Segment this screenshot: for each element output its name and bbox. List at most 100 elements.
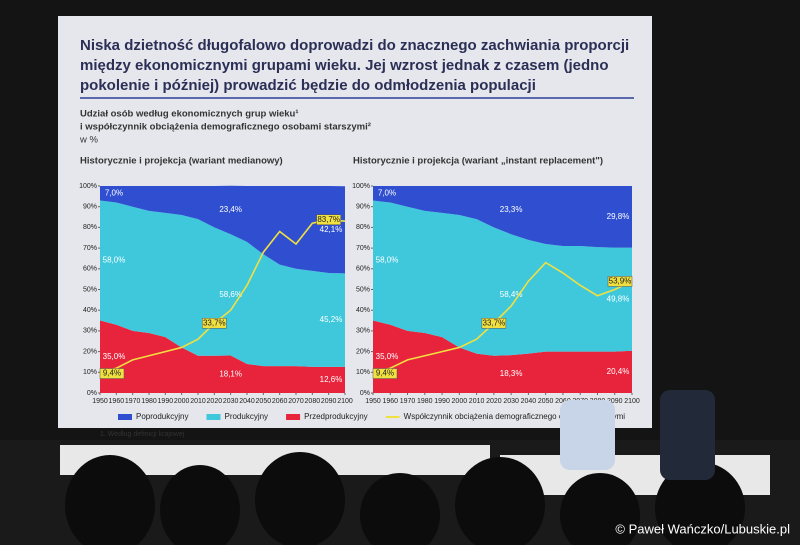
value-label: 58,0% [103, 256, 126, 265]
footnote: 1. Według definicji krajowej [100, 431, 185, 438]
value-label: 23,4% [219, 205, 242, 214]
y-tick-label: 90% [83, 204, 97, 211]
legend: Poprodukcyjny Produkcyjny Przedprodukcyjny… [118, 412, 625, 421]
slide-title: pokolenie i później) prowadzić będzie do… [80, 77, 536, 94]
value-label: 9,4% [376, 369, 394, 378]
x-tick-label: 2050 [538, 398, 554, 405]
speaker [660, 390, 715, 480]
x-tick-label: 2100 [337, 398, 353, 405]
legend-label: Przedprodukcyjny [304, 412, 368, 421]
value-label-box [316, 214, 341, 225]
speaker [560, 400, 615, 470]
value-label-box [607, 276, 633, 287]
value-label: 23,3% [500, 205, 523, 214]
y-tick-label: 60% [83, 266, 97, 273]
x-tick-label: 1980 [417, 398, 433, 405]
x-tick-label: 2060 [272, 398, 288, 405]
y-tick-label: 50% [83, 286, 97, 293]
y-tick-label: 80% [83, 224, 97, 231]
y-tick-label: 10% [83, 369, 97, 376]
value-label-box [372, 368, 398, 379]
area [373, 200, 632, 356]
area [100, 185, 345, 274]
subtitle: Udział osób według ekonomicznych grup wi… [80, 109, 299, 120]
head [255, 452, 345, 545]
head [560, 473, 640, 545]
value-label: 35,0% [376, 352, 399, 361]
value-label: 42,1% [320, 225, 343, 234]
head [655, 462, 745, 545]
value-label: 58,6% [219, 290, 242, 299]
chart-title: Historycznie i projekcja (wariant median… [80, 156, 283, 167]
area [100, 320, 345, 393]
value-label: 18,1% [219, 369, 242, 378]
y-tick-label: 20% [356, 348, 370, 355]
x-tick-label: 2070 [288, 398, 304, 405]
head [160, 465, 240, 545]
value-label: 9,4% [103, 369, 121, 378]
x-tick-label: 2010 [190, 398, 206, 405]
value-label: 18,3% [500, 369, 523, 378]
area [373, 320, 632, 393]
value-label: 29,8% [607, 212, 630, 221]
legend-label: Produkcyjny [224, 412, 268, 421]
head [65, 455, 155, 545]
value-label: 20,4% [607, 367, 630, 376]
x-tick-label: 1990 [434, 398, 450, 405]
legend-swatch [118, 414, 132, 420]
x-tick-label: 2080 [305, 398, 321, 405]
y-tick-label: 100% [79, 183, 97, 190]
subtitle: i współczynnik obciążenia demograficzneg… [80, 122, 371, 133]
x-tick-label: 2040 [239, 398, 255, 405]
x-tick-label: 1980 [141, 398, 157, 405]
head [455, 457, 545, 545]
area [100, 200, 345, 367]
value-label: 58,4% [500, 290, 523, 299]
value-label: 49,8% [607, 294, 630, 303]
legend-swatch [206, 414, 221, 420]
y-tick-label: 0% [87, 390, 97, 397]
y-tick-label: 30% [356, 328, 370, 335]
line [372, 261, 633, 375]
x-tick-label: 2030 [223, 398, 239, 405]
credit: © Paweł Wańczko/Lubuskie.pl [615, 521, 790, 536]
x-tick-label: 2060 [555, 398, 571, 405]
y-tick-label: 40% [356, 307, 370, 314]
y-tick-label: 20% [83, 348, 97, 355]
slide-title: Niska dzietność długofalowo doprowadzi d… [80, 37, 629, 54]
value-label: 7,0% [378, 188, 396, 197]
value-label-box [202, 317, 227, 329]
value-label: 33,7% [203, 318, 226, 327]
x-tick-label: 2020 [207, 398, 223, 405]
x-tick-label: 1970 [125, 398, 141, 405]
value-label: 7,0% [105, 188, 123, 197]
x-tick-label: 2090 [607, 398, 623, 405]
subtitle: w % [79, 135, 99, 146]
legend-swatch [286, 414, 301, 420]
legend-label: Poprodukcyjny [136, 412, 188, 421]
x-tick-label: 1990 [158, 398, 174, 405]
y-tick-label: 90% [356, 204, 370, 211]
y-tick-label: 10% [356, 369, 370, 376]
y-tick-label: 30% [83, 328, 97, 335]
value-label: 83,7% [317, 215, 340, 224]
legend-label: Współczynnik obciążenia demograficznego … [404, 412, 626, 421]
value-label: 12,6% [320, 375, 343, 384]
area [373, 186, 632, 248]
line [99, 218, 346, 375]
x-tick-label: 2030 [503, 398, 519, 405]
y-tick-label: 50% [356, 286, 370, 293]
x-tick-label: 1950 [365, 398, 381, 405]
value-label: 45,2% [320, 315, 343, 324]
x-tick-label: 1960 [109, 398, 125, 405]
y-tick-label: 0% [360, 390, 370, 397]
value-label-box [481, 317, 507, 329]
value-label: 58,0% [376, 256, 399, 265]
audience [0, 390, 800, 545]
x-tick-label: 2000 [452, 398, 468, 405]
x-tick-label: 2050 [256, 398, 272, 405]
y-tick-label: 100% [352, 183, 370, 190]
slide-title: między ekonomicznymi grupami wieku. Jej … [80, 57, 609, 74]
x-tick-label: 1970 [400, 398, 416, 405]
